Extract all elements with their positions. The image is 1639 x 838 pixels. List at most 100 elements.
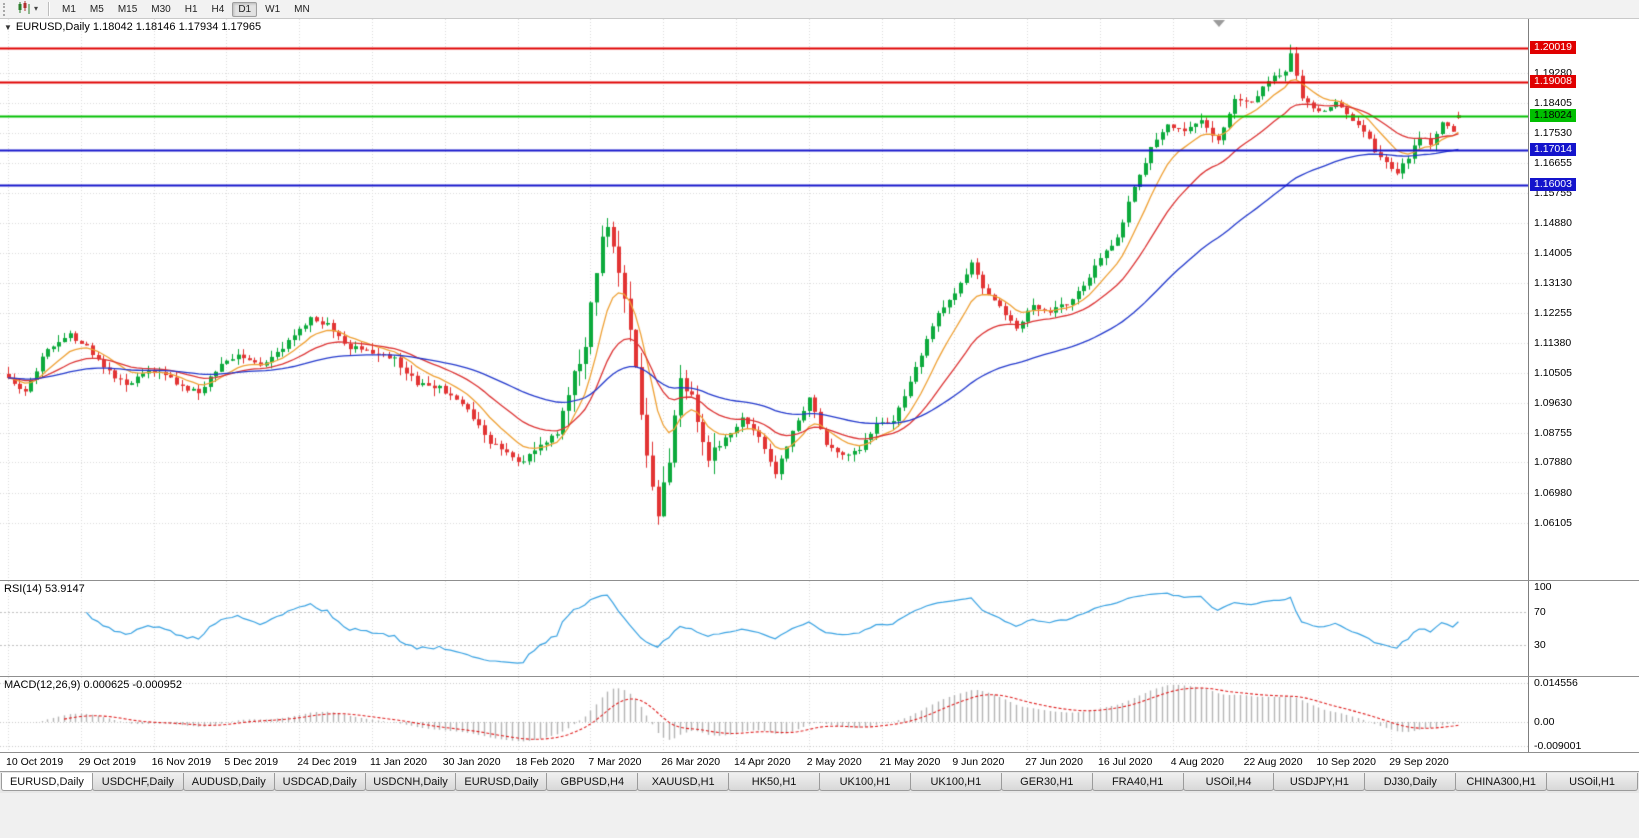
timeframe-toolbar: ▾ M1 M5 M15 M30 H1 H4 D1 W1 MN: [0, 0, 1639, 19]
toolbar-separator: [48, 2, 51, 16]
panel-splitter[interactable]: [0, 580, 1639, 581]
chart-tab-gbpusd-h4[interactable]: GBPUSD,H4: [546, 773, 639, 791]
date-axis-label: 18 Feb 2020: [515, 756, 575, 768]
candlestick-chart-icon: [17, 1, 31, 17]
date-axis-label: 14 Apr 2020: [734, 756, 791, 768]
chart-tab-eurusd-daily[interactable]: EURUSD,Daily: [1, 773, 93, 791]
toolbar-grip[interactable]: [3, 2, 8, 16]
price-axis-tick: 1.06980: [1534, 487, 1572, 500]
price-chart-panel: 1.19280 1.18405 1.17530 1.16655 1.15755 1.148…: [0, 19, 1639, 580]
date-axis-label: 30 Jan 2020: [442, 756, 501, 768]
chart-tab-usdcnh-daily[interactable]: USDCNH,Daily: [364, 773, 457, 791]
timeframe-button-m30[interactable]: M30: [151, 3, 171, 15]
timeframe-button-w1[interactable]: W1: [265, 3, 281, 15]
date-axis-label: 10 Sep 2020: [1316, 756, 1376, 768]
rsi-canvas[interactable]: [0, 581, 1528, 676]
macd-axis-tick: -0.009001: [1534, 740, 1582, 752]
chart-tab-usdchf-daily[interactable]: USDCHF,Daily: [91, 773, 184, 791]
price-axis-tick: 1.09630: [1534, 396, 1572, 409]
date-axis-label: 5 Dec 2019: [224, 756, 279, 768]
macd-axis-tick: 0.014556: [1534, 677, 1578, 689]
timeframe-buttons: M1 M5 M15 M30 H1 H4 D1 W1 MN: [55, 1, 317, 17]
chart-tab-usdcad-daily[interactable]: USDCAD,Daily: [273, 773, 366, 791]
date-axis[interactable]: 10 Oct 2019 29 Oct 2019 16 Nov 2019 5 Dec 2…: [0, 753, 1639, 771]
macd-panel: 0.014556 0.00 -0.009001 MACD(12,26,9) 0.00…: [0, 677, 1639, 752]
rsi-label: RSI(14) 53.9147: [4, 583, 85, 595]
rsi-axis-tick: 100: [1534, 581, 1552, 593]
timeframe-button-d1[interactable]: D1: [232, 1, 258, 17]
price-axis-tick: 1.14005: [1534, 247, 1572, 260]
price-axis[interactable]: 1.19280 1.18405 1.17530 1.16655 1.15755 1.148…: [1528, 19, 1639, 580]
timeframe-button-m5[interactable]: M5: [89, 3, 104, 15]
chart-tab-usoil-h4[interactable]: USOil,H4: [1182, 773, 1275, 791]
status-bar: [0, 793, 1639, 838]
date-axis-label: 16 Jul 2020: [1098, 756, 1153, 768]
ohlc-text: EURUSD,Daily 1.18042 1.18146 1.17934 1.1…: [15, 21, 262, 33]
price-level-label: 1.20019: [1530, 40, 1576, 54]
chart-tab-usdjpy-h1[interactable]: USDJPY,H1: [1273, 773, 1366, 791]
timeframe-button-m1[interactable]: M1: [62, 3, 76, 15]
macd-label: MACD(12,26,9) 0.000625 -0.000952: [4, 679, 182, 691]
rsi-axis-tick: 30: [1534, 639, 1546, 652]
price-level-label: 1.19008: [1530, 75, 1576, 89]
date-axis-label: 24 Dec 2019: [297, 756, 357, 768]
rsi-axis-tick: 70: [1534, 605, 1546, 618]
chart-ohlc-info: ▼ EURUSD,Daily 1.18042 1.18146 1.17934 1…: [4, 21, 261, 33]
price-axis-tick: 1.07880: [1534, 456, 1572, 469]
macd-axis[interactable]: 0.014556 0.00 -0.009001: [1528, 677, 1639, 752]
price-level-label: 1.16003: [1530, 177, 1576, 191]
price-axis-tick: 1.13130: [1534, 277, 1572, 290]
price-axis-tick: 1.17530: [1534, 126, 1572, 139]
date-axis-label: 7 Mar 2020: [588, 756, 642, 768]
chart-tab-fra40-h1[interactable]: FRA40,H1: [1091, 773, 1184, 791]
price-axis-tick: 1.06105: [1534, 517, 1572, 530]
price-axis-tick: 1.18405: [1534, 96, 1572, 109]
chart-tab-eurusd-daily[interactable]: EURUSD,Daily: [455, 773, 548, 791]
chart-tab-ger30-h1[interactable]: GER30,H1: [1000, 773, 1093, 791]
timeframe-button-h4[interactable]: H4: [211, 3, 225, 15]
date-axis-label: 9 Jun 2020: [952, 756, 1005, 768]
panel-splitter[interactable]: [0, 752, 1639, 753]
price-axis-tick: 1.14880: [1534, 217, 1572, 230]
chart-tab-xauusd-h1[interactable]: XAUUSD,H1: [637, 773, 730, 791]
chart-tab-usoil-h1[interactable]: USOil,H1: [1546, 773, 1639, 791]
macd-label-text: MACD(12,26,9) 0.000625 -0.000952: [4, 679, 182, 691]
date-axis-label: 2 May 2020: [806, 756, 862, 768]
price-axis-tick: 1.16655: [1534, 156, 1572, 169]
price-axis-tick: 1.08755: [1534, 426, 1572, 439]
date-axis-label: 10 Oct 2019: [6, 756, 64, 768]
price-axis-tick: 1.12255: [1534, 306, 1572, 319]
price-axis-tick: 1.11380: [1534, 336, 1572, 349]
rsi-panel: 100 70 30 RSI(14) 53.9147: [0, 581, 1639, 676]
macd-canvas[interactable]: [0, 677, 1528, 752]
rsi-axis[interactable]: 100 70 30: [1528, 581, 1639, 676]
panel-splitter[interactable]: [0, 676, 1639, 677]
macd-axis-tick: 0.00: [1534, 715, 1555, 728]
price-level-label: 1.17014: [1530, 143, 1576, 157]
price-axis-tick: 1.10505: [1534, 366, 1572, 379]
date-axis-label: 29 Sep 2020: [1389, 756, 1449, 768]
chart-tab-china300-h1[interactable]: CHINA300,H1: [1455, 773, 1548, 791]
price-chart-canvas[interactable]: [0, 19, 1528, 580]
chart-tab-bar: EURUSD,Daily USDCHF,Daily AUDUSD,Daily USDC…: [0, 771, 1639, 793]
date-axis-label: 4 Aug 2020: [1170, 756, 1224, 768]
chart-tab-hk50-h1[interactable]: HK50,H1: [728, 773, 821, 791]
date-axis-label: 22 Aug 2020: [1243, 756, 1303, 768]
price-level-label: 1.18024: [1530, 108, 1576, 122]
collapse-arrow-icon[interactable]: ▼: [4, 22, 12, 32]
chart-tab-dj30-daily[interactable]: DJ30,Daily: [1364, 773, 1457, 791]
chart-tab-uk100-h1[interactable]: UK100,H1: [909, 773, 1002, 791]
timeframe-button-mn[interactable]: MN: [294, 3, 310, 15]
date-axis-label: 16 Nov 2019: [151, 756, 212, 768]
date-axis-label: 26 Mar 2020: [661, 756, 721, 768]
date-axis-label: 11 Jan 2020: [370, 756, 428, 768]
date-axis-label: 21 May 2020: [879, 756, 941, 768]
chart-tab-uk100-h1[interactable]: UK100,H1: [819, 773, 911, 791]
timeframe-button-m15[interactable]: M15: [117, 3, 138, 15]
date-axis-label: 29 Oct 2019: [78, 756, 137, 768]
chart-tab-audusd-daily[interactable]: AUDUSD,Daily: [182, 773, 275, 791]
chart-type-button[interactable]: ▾: [12, 1, 43, 17]
timeframe-button-h1[interactable]: H1: [184, 3, 198, 15]
chevron-down-icon: ▾: [34, 4, 39, 13]
